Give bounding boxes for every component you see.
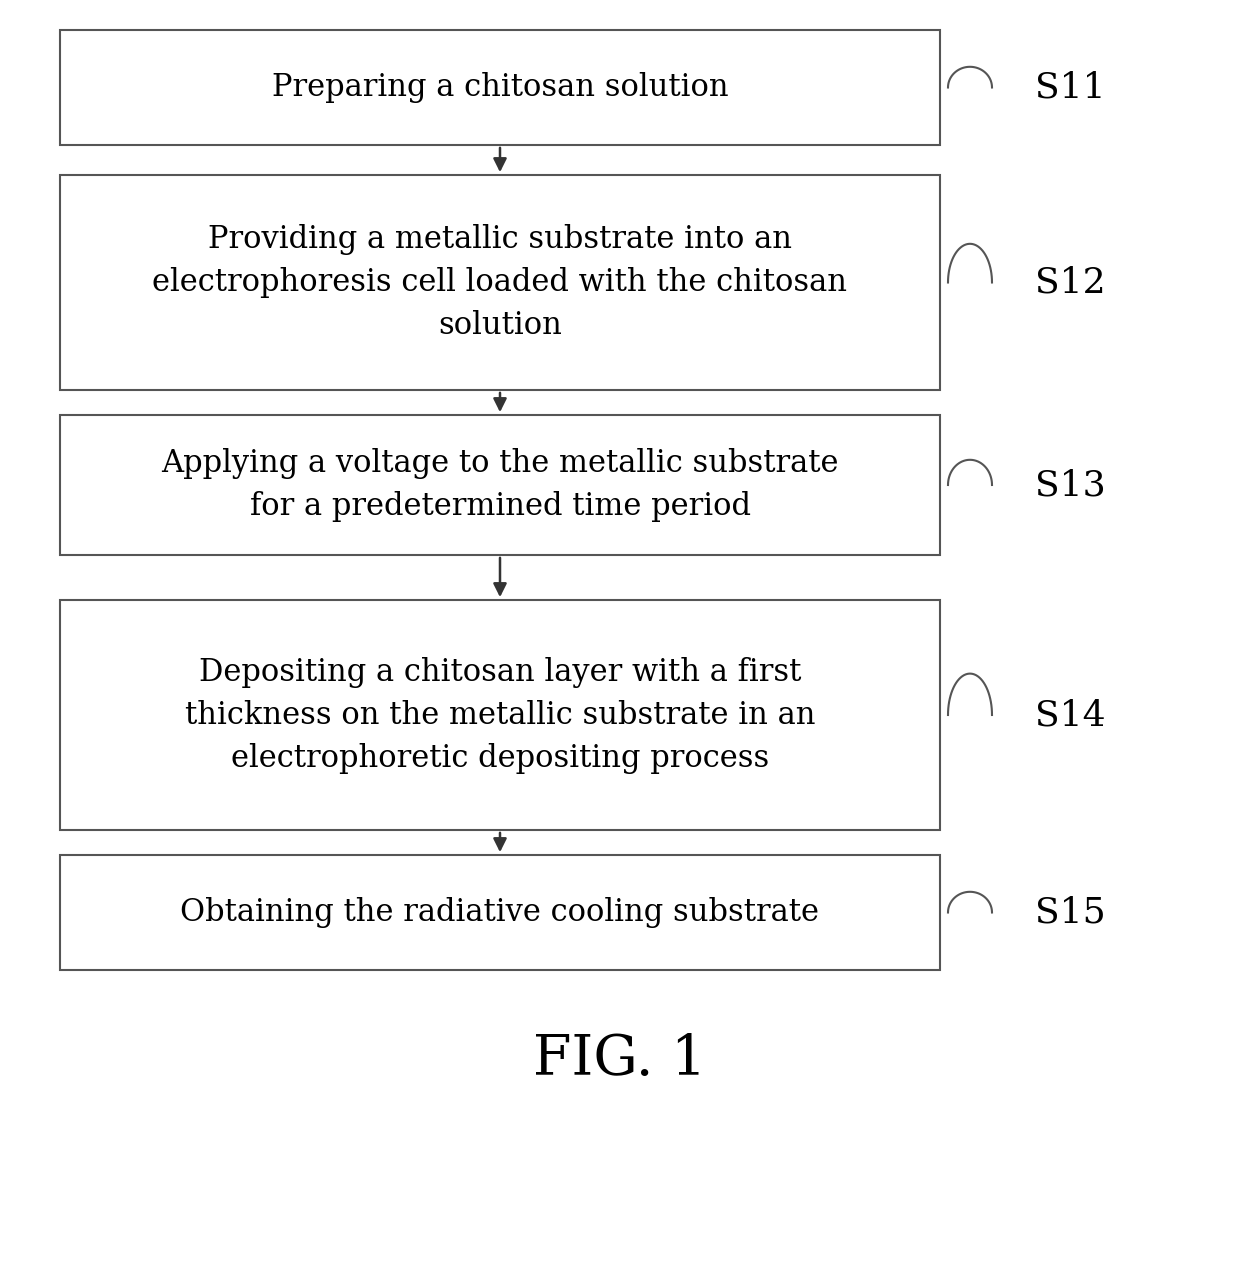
Text: Applying a voltage to the metallic substrate
for a predetermined time period: Applying a voltage to the metallic subst… xyxy=(161,447,838,522)
Text: S11: S11 xyxy=(1035,71,1106,105)
Bar xyxy=(60,855,940,970)
Text: S15: S15 xyxy=(1035,896,1106,929)
Bar xyxy=(60,176,940,390)
Text: S13: S13 xyxy=(1035,468,1106,503)
Text: Obtaining the radiative cooling substrate: Obtaining the radiative cooling substrat… xyxy=(181,897,820,928)
Bar xyxy=(60,600,940,829)
Bar xyxy=(60,29,940,145)
Text: FIG. 1: FIG. 1 xyxy=(533,1032,707,1087)
Text: Preparing a chitosan solution: Preparing a chitosan solution xyxy=(272,72,728,103)
Text: Providing a metallic substrate into an
electrophoresis cell loaded with the chit: Providing a metallic substrate into an e… xyxy=(153,224,847,341)
Text: Depositing a chitosan layer with a first
thickness on the metallic substrate in : Depositing a chitosan layer with a first… xyxy=(185,656,815,773)
Bar xyxy=(60,415,940,555)
Text: S12: S12 xyxy=(1035,265,1106,300)
Text: S14: S14 xyxy=(1035,697,1106,732)
